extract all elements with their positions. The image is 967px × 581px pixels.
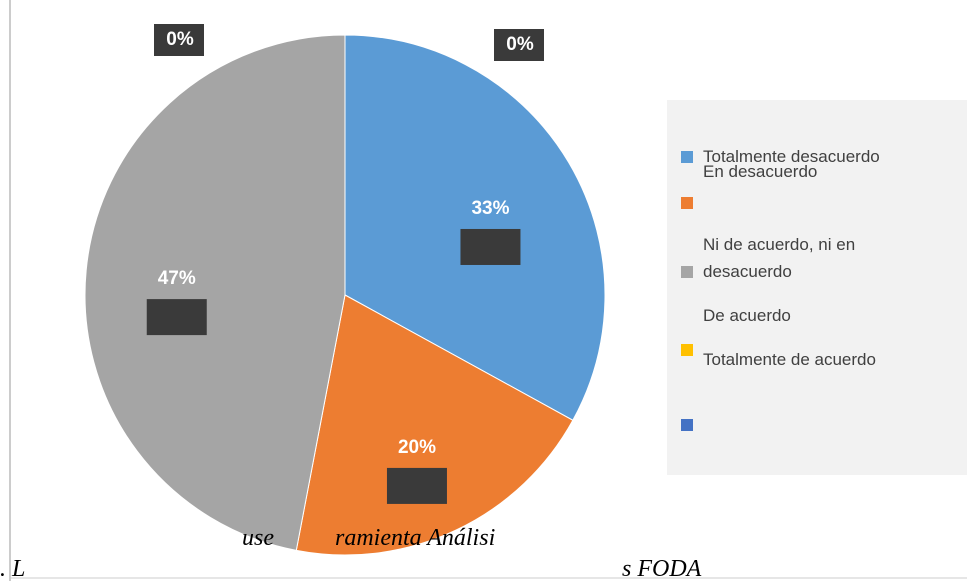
label-background [154,24,204,56]
pie-slice [344,34,606,421]
legend-marker [681,419,693,431]
data-label: 33% [471,198,509,219]
pie-slice [84,34,346,551]
caption-text: s FODA [622,556,702,581]
label-artifact [146,299,207,336]
legend-label: Ni de acuerdo, ni en desacuerdo [703,235,856,281]
legend-label: En desacuerdo [703,162,818,181]
data-label: 0% [506,34,534,55]
legend-marker [681,151,693,163]
legend-label: De acuerdo [703,306,791,325]
legend-marker [681,344,693,356]
pie-slice [295,294,574,556]
data-label: 20% [398,437,436,458]
legend-label: Totalmente de acuerdo [703,350,876,369]
caption-text: ramienta Análisi [335,525,496,551]
legend-marker [681,266,693,278]
legend-box [667,100,967,475]
data-label: 47% [158,268,196,289]
legend-label: Totalmente desacuerdo [703,147,880,166]
label-artifact [460,228,521,265]
caption-text: . L [0,556,26,581]
label-artifact [386,467,447,504]
caption-text: use [242,525,274,551]
label-background [494,29,544,61]
legend-marker [681,197,693,209]
data-label: 0% [166,29,194,50]
